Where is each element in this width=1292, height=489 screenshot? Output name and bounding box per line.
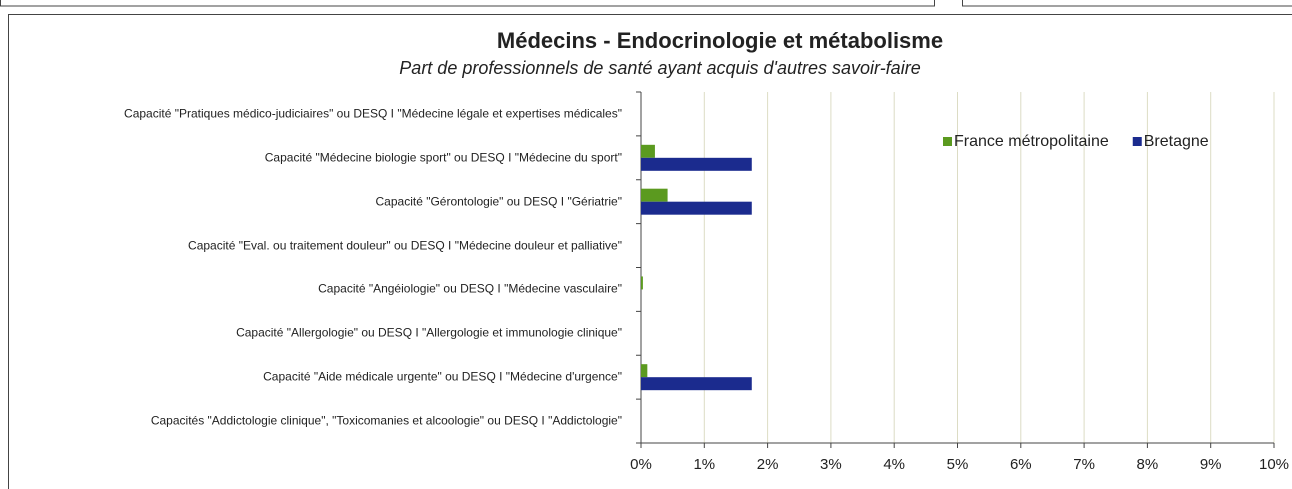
bar [641,157,752,171]
x-tick-label: 0% [630,456,652,473]
y-tick-label: Capacité "Eval. ou traitement douleur" o… [188,238,622,253]
bar [641,276,643,290]
frame [962,0,1292,7]
legend-swatch [1132,137,1142,146]
frame [0,0,935,7]
chart-subtitle: Part de professionnels de santé ayant ac… [399,58,920,78]
x-tick-label: 8% [1137,456,1159,473]
x-tick-label: 9% [1200,456,1222,473]
x-tick-label: 5% [947,456,969,473]
bar [641,188,668,202]
y-tick-label: Capacités "Addictologie clinique", "Toxi… [150,413,622,428]
x-tick-label: 1% [693,456,715,473]
bar [641,377,752,391]
legend-swatch [943,137,952,146]
chart-frame [8,14,1292,489]
chart-title: Médecins - Endocrinologie et métabolisme [497,28,943,53]
x-tick-label: 4% [883,456,905,473]
y-tick-label: Capacité "Angéiologie" ou DESQ I "Médeci… [318,281,622,296]
bar [641,364,648,378]
x-tick-label: 6% [1010,456,1032,473]
legend-label: Bretagne [1144,133,1209,150]
y-tick-label: Capacité "Aide médicale urgente" ou DESQ… [263,369,622,384]
bar [641,201,752,215]
legend-label: France métropolitaine [954,133,1109,150]
y-tick-label: Capacité "Pratiques médico-judiciaires" … [124,106,622,121]
x-tick-label: 7% [1073,456,1095,473]
y-tick-label: Capacité "Gérontologie" ou DESQ I "Géria… [375,194,623,209]
x-tick-label: 2% [757,456,779,473]
x-tick-label: 10% [1259,456,1289,473]
bar [641,144,655,158]
y-tick-label: Capacité "Allergologie" ou DESQ I "Aller… [236,325,622,340]
y-tick-label: Capacité "Médecine biologie sport" ou DE… [264,150,622,165]
x-tick-label: 3% [820,456,842,473]
